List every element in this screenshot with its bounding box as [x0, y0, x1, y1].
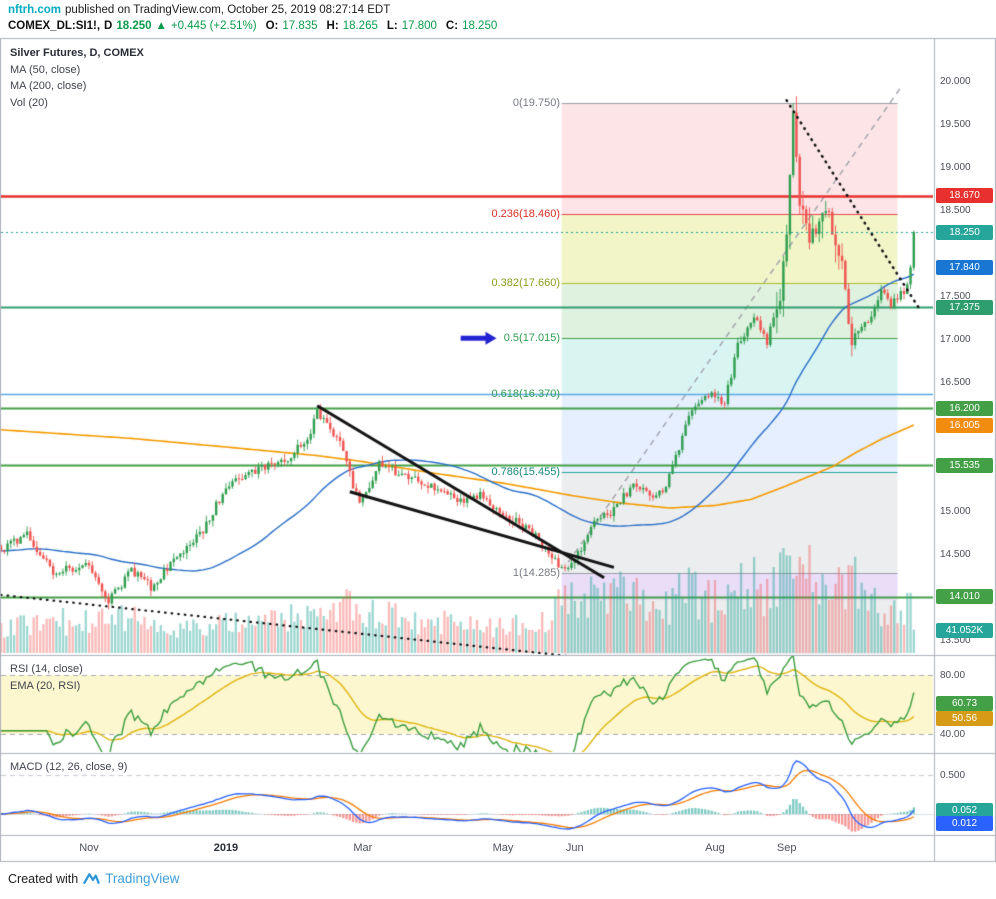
close-value: 18.250	[462, 20, 498, 32]
close-label: C:	[445, 20, 459, 32]
rsi-pane-legend: RSI (14, close) EMA (20, RSI)	[10, 661, 83, 694]
site-link[interactable]: nftrh.com	[8, 4, 62, 16]
price-tick: 20.000	[940, 76, 971, 87]
fib-level-label: 0.618(16.370)	[491, 387, 561, 400]
price-tick: 17.000	[940, 334, 971, 345]
low-value: 17.800	[401, 20, 437, 32]
fib-level-label: 0.236(18.460)	[491, 207, 561, 220]
macd-axis-label: 0.012	[936, 815, 993, 831]
tradingview-logo	[83, 873, 100, 884]
price-tick: 19.000	[940, 162, 971, 173]
time-label: Nov	[79, 842, 99, 854]
time-label: Aug	[705, 842, 725, 854]
main-pane-legend: Silver Futures, D, COMEX MA (50, close) …	[10, 45, 144, 111]
rsi-axis-label: 50.56	[936, 710, 993, 726]
time-label: Mar	[353, 842, 373, 854]
created-with-text: Created with	[8, 871, 79, 886]
fib-level-label: 1(14.285)	[512, 566, 560, 579]
legend-volume: Vol (20)	[10, 96, 48, 109]
price-axis-label: 18.250	[936, 224, 993, 240]
time-label: May	[492, 842, 514, 854]
fib-level-label: 0.786(15.455)	[491, 466, 561, 479]
high-value: 18.265	[342, 20, 378, 32]
price-tick: 19.500	[940, 119, 971, 130]
series-title: Silver Futures, D, COMEX	[10, 47, 144, 59]
tradingview-brand-link[interactable]: TradingView	[105, 871, 180, 886]
time-label: Sep	[776, 842, 797, 854]
legend-rsi: RSI (14, close)	[10, 663, 83, 675]
last-price: 18.250	[116, 20, 152, 32]
legend-ma50: MA (50, close)	[10, 63, 81, 76]
price-tick: 18.500	[940, 205, 971, 216]
symbol-text: COMEX_DL:SI1!,	[8, 20, 101, 32]
price-axis-label: 18.670	[936, 188, 993, 204]
fib-level-label: 0.5(17.015)	[503, 332, 560, 345]
price-tick: 13.500	[940, 635, 971, 646]
price-tick: 16.500	[940, 377, 971, 388]
footer: Created with TradingView	[8, 871, 179, 886]
legend-rsi-ema: EMA (20, RSI)	[10, 679, 81, 692]
quote-line: COMEX_DL:SI1!, D 18.250 ▲ +0.445 (+2.51%) O: 1…	[8, 20, 501, 32]
legend-ma200: MA (200, close)	[10, 80, 87, 92]
price-tick: 17.500	[940, 291, 971, 302]
high-label: H:	[326, 20, 339, 32]
fib-level-label: 0(19.750)	[512, 97, 560, 109]
interval-text: D	[104, 20, 113, 32]
publish-line: nftrh.com published on TradingView.com, O…	[8, 4, 390, 16]
price-axis-label: 15.535	[936, 457, 993, 473]
time-label: 2019	[213, 842, 239, 854]
price-axis-label: 16.200	[936, 400, 993, 416]
change-text: +0.445 (+2.51%)	[170, 20, 257, 32]
price-axis-label: 16.005	[936, 417, 993, 433]
price-tick: 14.500	[940, 549, 971, 560]
up-arrow-icon: ▲	[155, 20, 167, 32]
open-label: O:	[265, 20, 279, 32]
publish-text: published on TradingView.com, October 25…	[65, 4, 391, 16]
macd-tick: 0.500	[940, 769, 966, 781]
rsi-tick: 80.00	[940, 669, 966, 681]
low-label: L:	[386, 20, 398, 32]
time-label: Jun	[565, 842, 584, 854]
fib-level-label: 0.382(17.660)	[491, 276, 561, 289]
rsi-tick: 40.00	[940, 728, 966, 740]
price-tick: 15.000	[940, 506, 971, 517]
price-axis-label: 17.375	[936, 299, 993, 315]
macd-pane-legend: MACD (12, 26, close, 9)	[10, 759, 127, 776]
open-value: 17.835	[282, 20, 318, 32]
price-axis-label: 14.010	[936, 589, 993, 605]
macd-axis-label: 0.052	[936, 802, 993, 818]
legend-macd: MACD (12, 26, close, 9)	[10, 761, 128, 773]
price-axis-label: 17.840	[936, 259, 993, 275]
rsi-axis-label: 60.73	[936, 695, 993, 711]
price-axis-label: 41.052K	[936, 622, 993, 638]
